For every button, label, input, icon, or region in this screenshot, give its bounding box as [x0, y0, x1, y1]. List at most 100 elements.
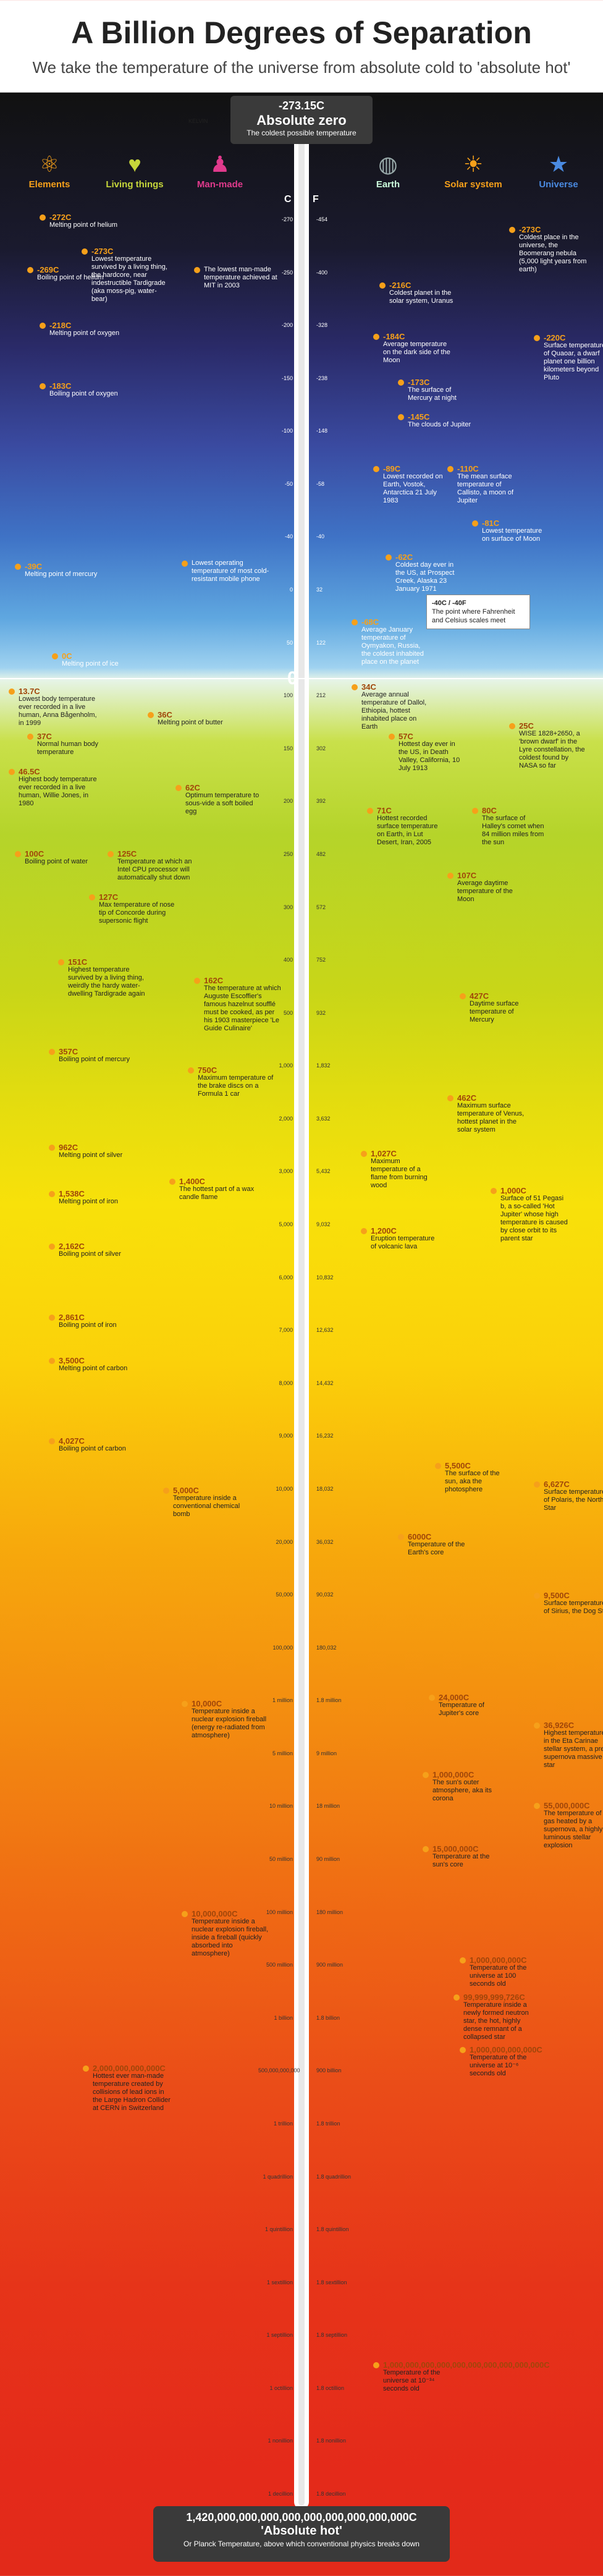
annotation-marker-icon — [429, 1695, 435, 1701]
temperature-annotation: 5,500C The surface of the sun, aka the ph… — [445, 1462, 513, 1494]
celsius-tick: 20,000 — [276, 1538, 293, 1545]
annotation-marker-icon — [367, 808, 373, 814]
temperature-annotation: -216C Coldest planet in the solar system,… — [389, 281, 457, 305]
fahrenheit-tick: -40 — [316, 533, 325, 540]
annotation-value: 10,000C — [192, 1699, 222, 1708]
annotation-marker-icon — [509, 227, 515, 233]
annotation-text: Boiling point of water — [25, 858, 88, 865]
annotation-text: Hottest day ever in the US, in Death Val… — [398, 740, 460, 772]
temperature-annotation: 10,000C Temperature inside a nuclear expl… — [192, 1700, 272, 1740]
annotation-marker-icon — [182, 561, 188, 567]
annotation-value: 57C — [398, 732, 413, 741]
temperature-annotation: 1,200C Eruption temperature of volcanic l… — [371, 1227, 439, 1251]
annotation-marker-icon — [49, 1191, 55, 1197]
celsius-tick: 1 octillion — [269, 2384, 293, 2391]
category-universe: Universe — [539, 179, 578, 190]
temperature-annotation: 1,000,000C The sun's outer atmosphere, ak… — [432, 1771, 500, 1803]
annotation-value: 6000C — [408, 1532, 432, 1541]
celsius-tick: -250 — [281, 269, 293, 276]
temperature-annotation: 46.5C Highest body temperature ever recor… — [19, 768, 99, 808]
temperature-annotation: 0C Melting point of ice — [62, 652, 142, 668]
annotation-marker-icon — [373, 334, 379, 340]
temperature-annotation: 80C The surface of Halley's comet when 84… — [482, 807, 550, 847]
category-earth: Earth — [376, 179, 400, 190]
annotation-value: 1,400C — [179, 1177, 205, 1186]
annotation-value: 46.5C — [19, 767, 40, 776]
celsius-tick: -150 — [281, 375, 293, 381]
fahrenheit-tick: 16,232 — [316, 1433, 334, 1439]
annotation-value: 55,000,000C — [544, 1801, 590, 1810]
temperature-annotation: 125C Temperature at which an Intel CPU pr… — [117, 850, 198, 882]
annotation-marker-icon — [460, 2047, 466, 2053]
fahrenheit-tick: 14,432 — [316, 1379, 334, 1386]
temperature-annotation: 36,926C Highest temperature in the Eta Ca… — [544, 1721, 603, 1769]
thermometer — [294, 105, 309, 2509]
annotation-marker-icon — [398, 1534, 404, 1540]
temperature-annotation: 71C Hottest recorded surface temperature … — [377, 807, 445, 847]
annotation-marker-icon — [175, 785, 182, 791]
annotation-text: Coldest day ever in the US, at Prospect … — [395, 561, 455, 593]
annotation-marker-icon — [534, 335, 540, 341]
annotation-text: Temperature inside a nuclear explosion f… — [192, 1708, 267, 1739]
temperature-annotation: -220C Surface temperature of Quaoar, a dw… — [544, 334, 603, 382]
annotation-marker-icon — [27, 267, 33, 273]
fahrenheit-tick: -454 — [316, 216, 328, 222]
annotation-marker-icon — [49, 1315, 55, 1321]
annotation-value: -216C — [389, 281, 411, 290]
celsius-tick: 1 million — [272, 1697, 293, 1704]
celsius-tick: 5 million — [272, 1750, 293, 1756]
fahrenheit-tick: 1.8 octillion — [316, 2384, 345, 2391]
category-earth-icon: ◍ — [378, 151, 398, 177]
temperature-annotation: 357C Boiling point of mercury — [59, 1048, 139, 1064]
temperature-annotation: 462C Maximum surface temperature of Venus… — [457, 1094, 525, 1134]
temperature-annotation: -183C Boiling point of oxygen — [49, 382, 130, 398]
fahrenheit-tick: -400 — [316, 269, 328, 276]
annotation-text: Temperature inside a newly formed neutro… — [463, 2001, 529, 2041]
annotation-text: Lowest temperature on surface of Moon — [482, 527, 542, 543]
annotation-marker-icon — [491, 1188, 497, 1194]
annotation-value: 1,538C — [59, 1189, 85, 1198]
annotation-marker-icon — [194, 978, 200, 984]
annotation-text: Maximum temperature of the brake discs o… — [198, 1074, 274, 1098]
annotation-text: Surface temperature of Polaris, the Nort… — [544, 1488, 603, 1512]
temperature-annotation: -269C Boiling point of helium — [37, 266, 117, 282]
fahrenheit-tick: 212 — [316, 692, 326, 699]
temperature-annotation: -218C Melting point of oxygen — [49, 321, 130, 337]
fahrenheit-tick: -58 — [316, 480, 325, 487]
annotation-marker-icon — [423, 1772, 429, 1778]
temperature-annotation: -62C Coldest day ever in the US, at Prosp… — [395, 553, 463, 593]
fahrenheit-tick: 36,032 — [316, 1538, 334, 1545]
annotation-marker-icon — [534, 1722, 540, 1729]
annotation-text: Normal human body temperature — [37, 740, 99, 756]
fahrenheit-tick: 900 million — [316, 1962, 344, 1968]
annotation-text: The surface of the sun, aka the photosph… — [445, 1470, 500, 1493]
annotation-text: Maximum surface temperature of Venus, ho… — [457, 1102, 525, 1133]
annotation-text: Max temperature of nose tip of Concorde … — [99, 901, 175, 925]
annotation-value: -183C — [49, 381, 72, 391]
temperature-annotation: 107C Average daytime temperature of the M… — [457, 871, 525, 904]
temperature-annotation: 1,000,000,000C Temperature of the univers… — [470, 1956, 538, 1988]
annotation-value: 3,500C — [59, 1356, 85, 1365]
annotation-marker-icon — [423, 1846, 429, 1852]
annotation-text: Temperature at which an Intel CPU proces… — [117, 858, 192, 881]
crossover-text: The point where Fahrenheit and Celsius s… — [432, 608, 515, 624]
annotation-marker-icon — [373, 466, 379, 472]
annotation-marker-icon — [472, 520, 478, 527]
annotation-value: 10,000,000C — [192, 1909, 238, 1918]
annotation-text: Lowest temperature survived by a living … — [91, 255, 167, 303]
annotation-marker-icon — [460, 1957, 466, 1964]
annotation-value: 162C — [204, 976, 224, 985]
annotation-value: -184C — [383, 332, 405, 341]
temperature-annotation: 162C The temperature at which Auguste Esc… — [204, 977, 284, 1033]
annotation-value: -81C — [482, 519, 500, 528]
temperature-annotation: -184C Average temperature on the dark sid… — [383, 333, 451, 365]
annotation-text: Melting point of carbon — [59, 1365, 128, 1372]
celsius-tick: 500,000,000,000 — [258, 2067, 300, 2074]
absolute-hot-label: 'Absolute hot' — [261, 2524, 342, 2538]
annotation-value: 357C — [59, 1047, 78, 1056]
annotation-marker-icon — [15, 851, 21, 857]
absolute-hot-box: 1,420,000,000,000,000,000,000,000,000,00… — [153, 2506, 450, 2562]
annotation-value: 1,000,000,000,000,000,000,000,000,000,00… — [383, 2360, 550, 2370]
annotation-value: 37C — [37, 732, 52, 741]
temperature-annotation: 34C Average annual temperature of Dallol,… — [361, 683, 429, 731]
